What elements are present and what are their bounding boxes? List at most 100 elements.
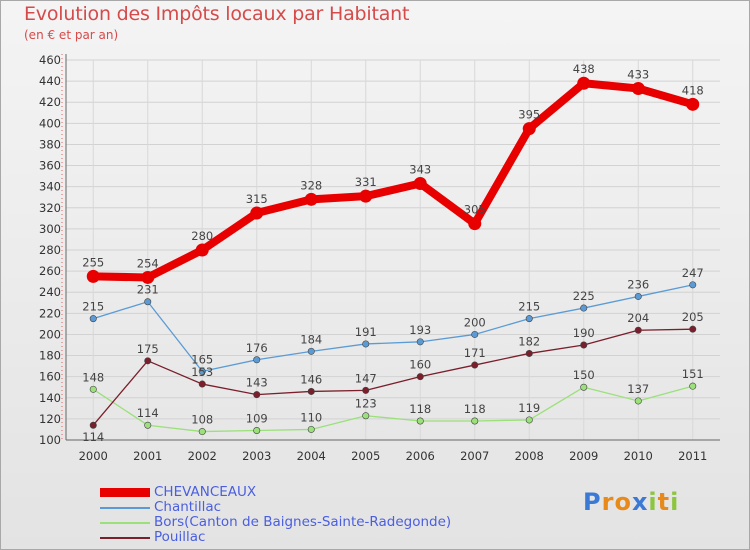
logo-letter: t: [657, 488, 671, 516]
x-tick-label: 2000: [79, 449, 108, 463]
data-point-bors-canton-de-baignes-sainte-radegonde: [198, 428, 206, 436]
y-tick-label: 160: [39, 370, 61, 384]
data-label-chantillac: 236: [627, 277, 649, 291]
logo-letter: i: [670, 488, 680, 516]
data-point-pouillac: [253, 391, 261, 399]
data-label-bors-canton-de-baignes-sainte-radegonde: 151: [682, 367, 704, 381]
data-point-bors-canton-de-baignes-sainte-radegonde: [471, 417, 479, 425]
y-tick-label: 400: [39, 116, 61, 130]
data-point-chevanceaux: [195, 243, 209, 257]
data-label-chevanceaux: 280: [191, 229, 213, 243]
data-point-bors-canton-de-baignes-sainte-radegonde: [307, 425, 315, 433]
data-label-bors-canton-de-baignes-sainte-radegonde: 119: [518, 401, 540, 415]
x-tick-label: 2008: [515, 449, 544, 463]
data-point-chantillac: [416, 338, 424, 346]
data-label-bors-canton-de-baignes-sainte-radegonde: 110: [300, 410, 322, 424]
y-tick-label: 120: [39, 412, 61, 426]
data-label-pouillac: 114: [82, 430, 104, 444]
data-point-pouillac: [198, 380, 206, 388]
data-point-chevanceaux: [631, 82, 645, 95]
data-label-chevanceaux: 315: [246, 192, 268, 206]
series-line-chantillac: [92, 284, 694, 373]
data-point-pouillac: [525, 349, 533, 357]
logo-letter: i: [648, 488, 658, 516]
data-label-pouillac: 143: [246, 376, 268, 390]
data-point-chantillac: [525, 315, 533, 323]
data-point-chevanceaux: [686, 97, 700, 111]
x-tick-label: 2011: [678, 449, 707, 463]
data-point-chevanceaux: [86, 269, 100, 283]
data-label-chantillac: 200: [464, 315, 486, 329]
data-label-chantillac: 165: [191, 352, 213, 366]
data-label-bors-canton-de-baignes-sainte-radegonde: 118: [409, 402, 431, 416]
data-point-pouillac: [471, 361, 479, 369]
x-tick-label: 2009: [569, 449, 598, 463]
series-line-pouillac: [92, 328, 694, 426]
data-point-pouillac: [634, 326, 642, 334]
data-label-chevanceaux: 305: [464, 203, 486, 217]
data-point-pouillac: [307, 387, 315, 395]
data-point-chantillac: [580, 304, 588, 312]
x-tick-label: 2007: [460, 449, 489, 463]
data-point-pouillac: [416, 373, 424, 381]
y-tick-label: 300: [39, 222, 61, 236]
data-point-pouillac: [362, 386, 370, 394]
data-point-chantillac: [471, 330, 479, 338]
x-tick-label: 2001: [133, 449, 162, 463]
data-label-chevanceaux: 254: [137, 256, 159, 270]
data-label-chevanceaux: 331: [355, 175, 377, 189]
data-label-chantillac: 247: [682, 266, 704, 280]
legend-swatch-chantillac: [100, 507, 150, 509]
data-label-pouillac: 153: [191, 365, 213, 379]
data-point-chantillac: [198, 367, 206, 375]
data-label-chantillac: 191: [355, 325, 377, 339]
legend-swatch-chevanceaux: [100, 488, 150, 497]
data-point-pouillac: [144, 357, 152, 365]
logo-letter: r: [601, 488, 615, 516]
data-label-bors-canton-de-baignes-sainte-radegonde: 148: [82, 370, 104, 384]
x-tick-label: 2005: [351, 449, 380, 463]
data-point-pouillac: [580, 341, 588, 349]
data-point-bors-canton-de-baignes-sainte-radegonde: [525, 416, 533, 424]
data-label-chantillac: 215: [82, 300, 104, 314]
data-point-chevanceaux: [468, 217, 482, 231]
chart-title: Evolution des Impôts locaux par Habitant: [24, 3, 410, 25]
x-tick-label: 2003: [242, 449, 271, 463]
data-label-bors-canton-de-baignes-sainte-radegonde: 108: [191, 413, 213, 427]
y-tick-label: 180: [39, 349, 61, 363]
x-tick-label: 2010: [624, 449, 653, 463]
data-point-bors-canton-de-baignes-sainte-radegonde: [689, 382, 697, 390]
data-point-chevanceaux: [141, 270, 155, 284]
y-tick-label: 460: [39, 53, 61, 67]
data-point-chantillac: [634, 292, 642, 300]
data-label-bors-canton-de-baignes-sainte-radegonde: 118: [464, 402, 486, 416]
data-label-bors-canton-de-baignes-sainte-radegonde: 109: [246, 412, 268, 426]
data-label-chantillac: 193: [409, 323, 431, 337]
data-label-pouillac: 160: [409, 358, 431, 372]
legend-label-chevanceaux: CHEVANCEAUX: [154, 484, 257, 500]
legend-swatch-pouillac: [100, 537, 150, 539]
data-point-bors-canton-de-baignes-sainte-radegonde: [253, 426, 261, 434]
series-line-bors-canton-de-baignes-sainte-radegonde: [92, 385, 694, 433]
data-point-bors-canton-de-baignes-sainte-radegonde: [89, 385, 97, 393]
data-label-pouillac: 146: [300, 372, 322, 386]
legend-swatch-bors: [100, 522, 150, 524]
y-tick-label: 220: [39, 306, 61, 320]
data-point-chevanceaux: [250, 206, 264, 220]
data-label-bors-canton-de-baignes-sainte-radegonde: 137: [627, 382, 649, 396]
data-label-chantillac: 176: [246, 341, 268, 355]
legend-label-chantillac: Chantillac: [154, 499, 222, 515]
data-point-chevanceaux: [577, 76, 591, 90]
data-label-chevanceaux: 343: [409, 163, 431, 177]
data-label-chevanceaux: 418: [682, 83, 704, 97]
y-tick-label: 260: [39, 264, 61, 278]
data-label-pouillac: 175: [137, 342, 159, 356]
chart-subtitle: (en € et par an): [24, 28, 119, 42]
data-label-chevanceaux: 438: [573, 62, 595, 76]
x-tick-label: 2006: [406, 449, 435, 463]
logo-letter: P: [583, 488, 602, 516]
data-point-chantillac: [307, 347, 315, 355]
data-label-chevanceaux: 433: [627, 68, 649, 82]
proxiti-logo: Proxiti: [583, 488, 679, 516]
